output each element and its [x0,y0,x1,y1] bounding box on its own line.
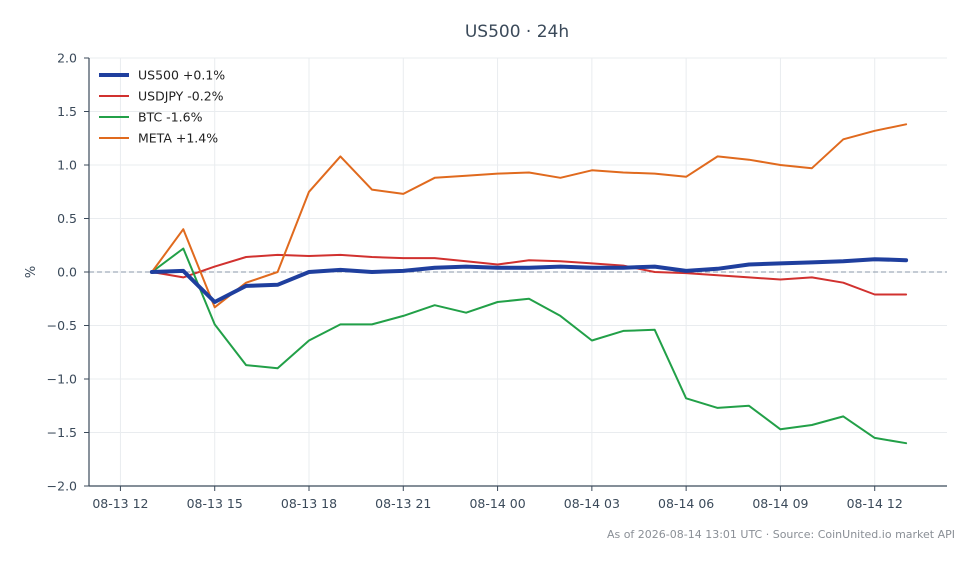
y-tick-label: 2.0 [57,51,77,66]
x-axis-ticks: 08-13 12 08-13 15 08-13 18 08-13 21 08-14 00… [92,486,903,511]
footer-source: As of 2026-08-14 13:01 UTC · Source: Coi… [607,528,955,541]
x-tick-label: 08-13 21 [375,496,431,511]
x-tick-label: 08-14 06 [658,496,714,511]
y-tick-label: −1.0 [47,372,77,387]
series-line-btc [150,247,908,445]
legend-label-us500: US500 +0.1% [138,68,225,83]
x-tick-label: 08-13 12 [92,496,148,511]
y-tick-label: 1.0 [57,158,77,173]
series-line-us500 [149,257,909,304]
y-tick-label: 1.5 [57,104,77,119]
series-lines [149,123,909,445]
x-tick-label: 08-14 09 [752,496,808,511]
legend: US500 +0.1% USDJPY -0.2% BTC -1.6% META +1.… [99,68,225,146]
y-tick-label: −1.5 [47,425,77,440]
legend-label-btc: BTC -1.6% [138,110,203,125]
x-tick-label: 08-14 03 [564,496,620,511]
y-tick-label: −2.0 [47,479,77,494]
x-tick-label: 08-14 00 [469,496,525,511]
legend-label-usdjpy: USDJPY -0.2% [138,89,224,104]
y-axis-ticks: 2.0 1.5 1.0 0.5 0.0 −0.5 −1.0 −1.5 −2.0 [47,51,89,494]
x-tick-label: 08-13 18 [281,496,337,511]
x-tick-label: 08-14 12 [847,496,903,511]
series-line-meta [150,123,908,309]
chart-title: US500 · 24h [465,22,569,42]
y-tick-label: −0.5 [47,318,77,333]
legend-label-meta: META +1.4% [138,131,218,146]
y-tick-label: 0.0 [57,265,77,280]
y-axis-label: % [24,266,39,278]
x-tick-label: 08-13 15 [187,496,243,511]
y-tick-label: 0.5 [57,211,77,226]
series-line-usdjpy [150,253,908,296]
